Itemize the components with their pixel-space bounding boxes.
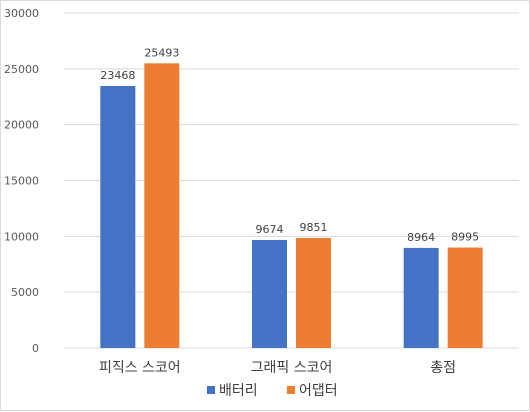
legend-label: 어댑터	[299, 383, 338, 399]
y-tick-label: 30000	[4, 7, 39, 20]
bar	[296, 237, 331, 348]
x-tick-label: 그래픽 스코어	[251, 360, 333, 376]
bar	[403, 247, 439, 348]
legend-swatch	[287, 386, 295, 394]
data-label: 8995	[451, 231, 479, 244]
x-axis: 피직스 스코어 그래픽 스코어 총점	[99, 360, 456, 376]
y-tick-label: 0	[32, 342, 39, 355]
bar	[144, 63, 180, 349]
data-labels: 23468 25493 9674 9851 8964 8995	[100, 46, 479, 244]
bar	[252, 239, 287, 348]
gridlines	[64, 12, 519, 349]
x-tick-label: 피직스 스코어	[99, 360, 181, 376]
y-tick-label: 25000	[4, 63, 39, 76]
data-label: 9851	[300, 221, 328, 234]
data-label: 23468	[100, 69, 135, 82]
data-label: 9674	[256, 223, 284, 236]
y-tick-label: 20000	[4, 119, 39, 132]
y-tick-label: 5000	[11, 286, 39, 299]
legend: 배터리 어댑터	[207, 383, 338, 399]
bar	[447, 247, 483, 348]
legend-swatch	[207, 386, 215, 394]
y-tick-label: 10000	[4, 230, 39, 243]
data-label: 8964	[407, 231, 435, 244]
x-tick-label: 총점	[430, 360, 456, 376]
data-label: 25493	[144, 46, 179, 59]
bars	[100, 63, 483, 349]
y-axis: 0 5000 10000 15000 20000 25000 30000	[4, 7, 39, 355]
legend-label: 배터리	[219, 383, 258, 399]
y-tick-label: 15000	[4, 175, 39, 188]
bar	[100, 85, 136, 348]
